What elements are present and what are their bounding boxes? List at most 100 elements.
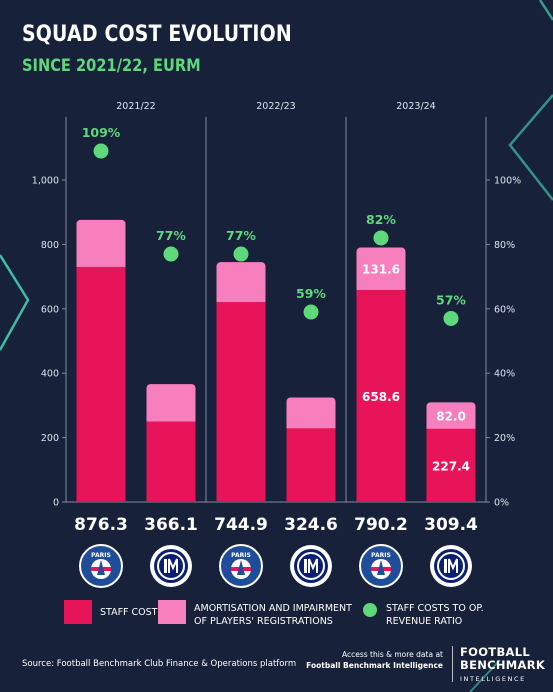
bar-label-amortisation: 82.0 xyxy=(436,410,466,424)
brand-line1: FOOTBALL xyxy=(460,645,530,659)
inter-logo-icon xyxy=(430,545,472,587)
ratio-point xyxy=(93,143,109,159)
psg-logo-tower xyxy=(97,560,105,575)
chart-frame xyxy=(65,117,487,503)
legend-swatch-staff xyxy=(64,600,92,624)
ratio-label: 77% xyxy=(226,228,256,243)
y-tick-label: 1,000 xyxy=(32,176,59,187)
bar-segment-staff xyxy=(146,421,196,502)
total-label: 309.4 xyxy=(424,515,478,535)
y-tick-label: 600 xyxy=(41,304,59,315)
y2-tick-label: 0% xyxy=(494,498,509,509)
y-axis-right: 0% 20% 40% 60% 80% 100% xyxy=(486,176,521,509)
neon-line-bottom-right xyxy=(469,659,501,692)
season-label: 2021/22 xyxy=(116,101,155,112)
inter-logo-inner-ring xyxy=(297,552,325,580)
y-tick-label: 400 xyxy=(41,369,59,380)
ratio-label: 59% xyxy=(296,286,326,301)
legend-swatch-ratio xyxy=(363,603,377,617)
ratio-label: 82% xyxy=(366,212,396,227)
inter-logo-letter-m xyxy=(308,558,318,573)
ratio-point xyxy=(443,310,459,326)
brand-line3: INTELLIGENCE xyxy=(460,675,526,683)
access-note-line1: Access this & more data at xyxy=(342,650,443,659)
ratio-label: 57% xyxy=(436,292,466,307)
chart-subtitle: SINCE 2021/22, EURM xyxy=(22,56,201,76)
legend-label-amortisation-line1: AMORTISATION AND IMPAIRMENT xyxy=(194,603,352,614)
y-tick-label: 800 xyxy=(41,240,59,251)
inter-logo-disc xyxy=(154,549,188,583)
total-label: 366.1 xyxy=(144,515,198,535)
total-label: 876.3 xyxy=(74,515,128,535)
bar-segment-staff xyxy=(76,266,126,502)
season-label: 2022/23 xyxy=(256,101,295,112)
total-label: 324.6 xyxy=(284,515,338,535)
ratio-point xyxy=(233,246,249,262)
ratio-point xyxy=(303,304,319,320)
ratio-label: 109% xyxy=(82,125,121,140)
total-label: 744.9 xyxy=(214,515,268,535)
bar-label-staff: 227.4 xyxy=(432,459,470,473)
brand-logo: FOOTBALL BENCHMARK INTELLIGENCE xyxy=(460,646,545,686)
legend-swatch-amortisation xyxy=(158,600,186,624)
legend-label-amortisation-line2: OF PLAYERS' REGISTRATIONS xyxy=(194,616,333,627)
bar-label-staff: 658.6 xyxy=(362,390,400,404)
total-label: 790.2 xyxy=(354,515,408,535)
inter-logo-letter-i xyxy=(444,559,447,573)
y-tick-label: 200 xyxy=(41,433,59,444)
inter-logo-inner-ring xyxy=(157,552,185,580)
inter-logo-inner-ring xyxy=(437,552,465,580)
y2-tick-label: 60% xyxy=(494,304,515,315)
bar-segment-staff xyxy=(216,302,266,502)
ratio-label: 77% xyxy=(156,228,186,243)
access-note: Access this & more data at Football Benc… xyxy=(306,649,443,671)
psg-logo-text: PARIS xyxy=(231,552,251,559)
source-note: Source: Football Benchmark Club Finance … xyxy=(22,659,297,669)
psg-logo-icon: PARIS xyxy=(79,544,123,588)
y2-tick-label: 40% xyxy=(494,369,515,380)
inter-logo-letter-m xyxy=(448,558,458,573)
bar-segment-staff xyxy=(426,428,476,502)
inter-logo-letter-i xyxy=(304,559,307,573)
total-labels: 876.3 366.1 744.9 324.6 790.2 309.4 xyxy=(74,515,478,535)
bar-segment-staff xyxy=(286,428,336,502)
ratio-points: 109% 77% 77% 59% 82% 57% xyxy=(82,125,466,326)
inter-logo-letter-i xyxy=(164,559,167,573)
psg-logo-icon: PARIS xyxy=(359,544,403,588)
psg-logo-tower xyxy=(237,560,245,575)
season-labels: 2021/22 2022/23 2023/24 xyxy=(116,101,435,112)
y2-tick-label: 20% xyxy=(494,433,515,444)
inter-logo-disc xyxy=(434,549,468,583)
inter-logo-disc xyxy=(294,549,328,583)
access-note-line2: Football Benchmark Intelligence xyxy=(306,660,443,671)
brand-line2: BENCHMARK xyxy=(460,658,546,672)
access-note-link: Football Benchmark Intelligence xyxy=(306,661,443,670)
inter-logo-letter-m xyxy=(168,558,178,573)
bars: 658.6 131.6 227.4 82.0 xyxy=(76,219,476,502)
season-label: 2023/24 xyxy=(396,101,435,112)
chart-title: SQUAD COST EVOLUTION xyxy=(22,22,292,47)
inter-logo-icon xyxy=(150,545,192,587)
bar-segment-staff xyxy=(356,289,406,502)
y-tick-label: 0 xyxy=(53,498,59,509)
legend-label-ratio: STAFF COSTS TO OP. REVENUE RATIO xyxy=(386,602,484,628)
psg-logo-tower xyxy=(377,560,385,575)
psg-logo-text: PARIS xyxy=(91,552,111,559)
legend-label-staff: STAFF COSTS xyxy=(100,607,164,618)
y2-tick-label: 100% xyxy=(494,176,521,187)
neon-line-right xyxy=(508,94,553,201)
psg-logo-text: PARIS xyxy=(371,552,391,559)
legend-label-amortisation: AMORTISATION AND IMPAIRMENT OF PLAYERS' … xyxy=(194,602,352,628)
psg-logo-icon: PARIS xyxy=(219,544,263,588)
neon-line-left xyxy=(0,254,30,351)
neon-line-top-right xyxy=(538,0,553,21)
inter-logo-icon xyxy=(290,545,332,587)
y-axis-left: 0 200 400 600 800 1,000 xyxy=(32,176,66,509)
ratio-point xyxy=(373,230,389,246)
y2-tick-label: 80% xyxy=(494,240,515,251)
legend-label-ratio-line1: STAFF COSTS TO OP. xyxy=(386,603,484,614)
bar-label-amortisation: 131.6 xyxy=(362,263,400,277)
legend-label-ratio-line2: REVENUE RATIO xyxy=(386,616,463,627)
